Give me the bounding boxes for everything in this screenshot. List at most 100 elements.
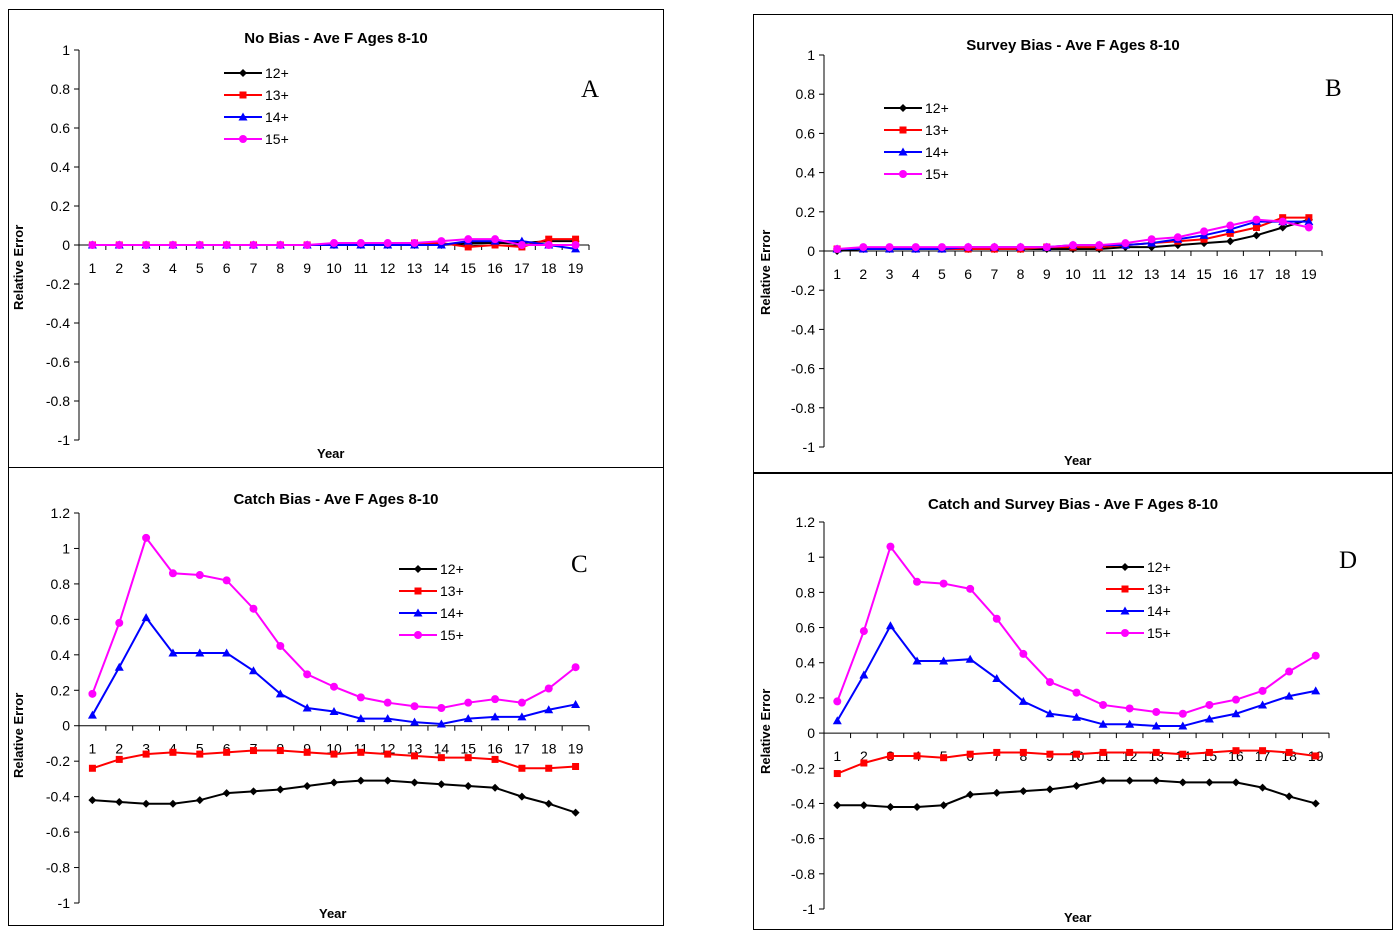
chart-d-data-point [886,752,894,760]
chart-c-y-tick-label: 0 [62,718,70,734]
chart-b-data-point [833,245,842,254]
chart-c-y-tick-label: -0.2 [46,753,70,769]
chart-d-legend-swatch [1106,563,1144,571]
chart-b-data-point [937,243,946,252]
chart-b-data-point [990,243,999,252]
chart-b-y-tick-label: -0.8 [791,400,815,416]
chart-c-data-point [464,754,472,762]
chart-b-legend-label: 12+ [925,100,949,116]
chart-a-legend-item: 14+ [224,106,289,128]
chart-d-data-point [859,627,868,636]
chart-b-x-tick-label: 15 [1196,266,1212,282]
chart-c-y-tick-label: 1 [62,540,70,556]
chart-c-legend-label: 12+ [440,561,464,577]
chart-c-data-point [410,778,419,787]
chart-d-series-2 [832,621,1321,730]
chart-b-data-point [1200,227,1209,236]
chart-c-x-tick-label: 2 [115,741,123,757]
chart-a-x-tick-label: 6 [223,260,231,276]
chart-c-data-point [87,710,97,719]
chart-c-data-point [411,752,419,760]
chart-b-data-point [1069,241,1077,250]
chart-d-data-point [833,770,841,778]
chart-d-data-point [1073,750,1080,758]
chart-a-legend-swatch [224,135,262,143]
chart-a-y-tick-label: -0.6 [46,354,70,370]
chart-d-letter: D [1339,547,1358,574]
chart-a-data-point [464,243,472,251]
chart-c-x-tick-label: 17 [514,741,530,757]
chart-c-y-tick-label: -0.8 [46,860,70,876]
chart-d-data-point [1205,700,1214,709]
chart-a-legend-marker [239,135,247,143]
chart-c-data-point [357,748,365,756]
chart-b-ylabel: Relative Error [758,229,773,315]
chart-c-letter: C [571,551,588,578]
chart-b-y-tick-label: -0.6 [791,361,815,377]
chart-d-data-point [1072,712,1081,721]
chart-a-legend-swatch [224,112,262,121]
chart-c-data-point [168,799,177,808]
chart-d-legend-label: 14+ [1147,603,1171,619]
chart-c-ylabel: Relative Error [11,692,26,778]
chart-b-data-point [1016,243,1025,252]
chart-a-data-point [544,241,553,249]
chart-c-data-point [195,796,204,805]
chart-d-series-0 [833,776,1320,811]
chart-a-legend-marker [238,112,248,121]
chart-c-data-point [464,698,473,707]
chart-c-data-point [329,707,339,716]
chart-c-plot: 1.210.80.60.40.20-0.2-0.4-0.6-0.8-11 2 3 4 5… [46,505,590,911]
chart-b-x-tick-label: 7 [990,266,998,282]
chart-c-x-tick-label: 19 [568,741,584,757]
chart-a-x-tick-label: 11 [354,260,369,276]
chart-b-x-tick-label: 17 [1249,266,1265,282]
chart-d-data-point [1045,678,1054,687]
chart-b-data-point [1304,223,1313,232]
chart-panel-d: 1.210.80.60.40.20-0.2-0.4-0.6-0.8-112345… [753,473,1393,930]
chart-d-data-point [1072,781,1081,790]
chart-d-data-point [1205,748,1213,756]
chart-c-data-point [571,663,580,672]
chart-d-data-point [1019,787,1028,796]
chart-b-letter: B [1325,75,1342,102]
chart-a-data-point [464,235,473,244]
chart-b-legend-item: 14+ [884,141,949,163]
chart-c-series-2 [87,613,581,728]
chart-c-data-point [491,783,500,792]
chart-d-legend-label: 12+ [1147,559,1171,575]
chart-d-data-point [1231,709,1241,718]
chart-c-data-point [544,684,553,693]
chart-c-legend-item: 13+ [399,580,464,602]
chart-d-data-point [966,790,975,799]
chart-a-y-tick-label: -1 [58,432,71,448]
chart-c-data-point [356,714,366,723]
chart-a-data-point [571,241,580,249]
chart-b-y-tick-label: 0.4 [796,165,816,181]
chart-c-series-3 [88,533,580,712]
chart-d-data-point [940,754,948,762]
chart-c-data-point [518,764,526,772]
chart-b-legend-swatch [884,170,922,178]
chart-c-data-point [464,782,473,790]
chart-b-data-point [859,243,868,252]
chart-d-data-point [992,614,1001,623]
chart-a-data-point [410,239,419,248]
chart-c-data-point [88,764,96,772]
chart-a-title: No Bias - Ave F Ages 8-10 [244,30,428,47]
chart-c-data-point [249,604,258,613]
chart-d-data-point [859,801,868,810]
chart-c-legend-item: 14+ [399,602,464,624]
chart-b-plot: 10.80.60.40.20-0.2-0.4-0.6-0.8-11 2 3 4 5 6 7 8… [791,47,1323,455]
chart-b-legend-marker [899,126,907,134]
chart-b-legend-swatch [884,147,922,156]
chart-b-legend-label: 15+ [925,166,949,182]
chart-c-data-point [571,699,581,708]
chart-d-y-tick-label: 1.2 [796,514,816,530]
chart-c-legend-item: 12+ [399,558,464,580]
chart-b-x-tick-label: 10 [1065,266,1081,282]
chart-c-x-tick-label: 10 [326,741,342,757]
chart-b-legend-label: 13+ [925,122,949,138]
chart-a-x-tick-label: 8 [276,260,284,276]
chart-d-data-point [1178,709,1187,718]
